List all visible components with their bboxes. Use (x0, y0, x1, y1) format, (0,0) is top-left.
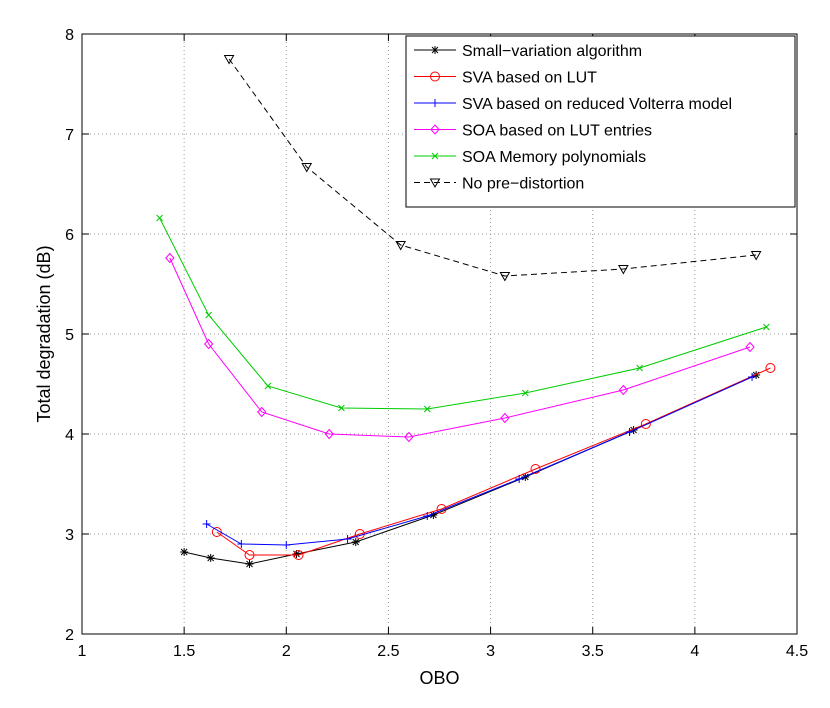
x-axis-title: OBO (419, 668, 459, 688)
data-point (395, 241, 407, 251)
data-point (264, 382, 272, 390)
series-1 (211, 363, 776, 560)
data-point (515, 475, 524, 483)
data-point (205, 311, 213, 319)
x-tick-label: 3 (486, 643, 495, 660)
legend-entry: SVA based on LUT (414, 70, 597, 87)
data-point (338, 404, 345, 412)
series-2 (202, 373, 757, 549)
data-point (636, 364, 644, 372)
legend-marker (431, 152, 439, 160)
y-axis-title: Total degradation (dB) (34, 245, 54, 422)
data-point (618, 384, 629, 396)
legend-label: SOA Memory polynomials (462, 149, 646, 166)
legend-marker (430, 71, 440, 82)
data-point (750, 251, 762, 261)
y-tick-label: 7 (65, 127, 74, 144)
series-line (206, 376, 753, 546)
series-line (159, 217, 767, 410)
legend-entry: No pre−distortion (414, 176, 584, 193)
data-point (257, 406, 267, 418)
series-line (228, 58, 757, 277)
data-point (206, 554, 215, 562)
data-point (423, 512, 432, 520)
data-point (165, 252, 175, 264)
x-tick-label: 4 (690, 643, 699, 660)
data-point (530, 464, 541, 474)
data-point (343, 535, 352, 543)
data-point (237, 540, 246, 548)
series-5 (223, 55, 762, 282)
y-tick-label: 2 (65, 627, 74, 644)
data-point (301, 163, 313, 173)
legend-entry: SVA based on reduced Volterra model (414, 96, 732, 113)
data-point (763, 323, 770, 331)
x-tick-label: 3.5 (582, 643, 604, 660)
x-tick-label: 1.5 (173, 643, 195, 660)
data-point (202, 520, 211, 528)
legend-label: SVA based on reduced Volterra model (462, 96, 732, 113)
data-point (500, 412, 510, 424)
data-point (404, 431, 414, 443)
y-tick-label: 6 (65, 227, 74, 244)
series-3 (165, 252, 755, 443)
legend-entry: SOA Memory polynomials (414, 149, 646, 166)
data-point (423, 405, 431, 413)
x-tick-label: 2 (282, 643, 291, 660)
x-tick-label: 1 (78, 643, 87, 660)
legend-box (405, 35, 796, 208)
y-tick-label: 5 (65, 327, 74, 344)
data-point (324, 428, 334, 440)
data-point (618, 265, 629, 275)
series-line (184, 374, 757, 565)
data-point (244, 550, 255, 560)
data-point (748, 373, 757, 381)
data-point (203, 338, 214, 350)
data-point (640, 419, 651, 429)
data-point (436, 504, 447, 514)
x-tick-label: 2.5 (377, 643, 399, 660)
legend-entry: SOA based on LUT entries (414, 123, 652, 140)
data-point (293, 550, 304, 560)
data-point (245, 560, 254, 568)
data-point (223, 55, 235, 65)
legend-marker (431, 46, 439, 54)
data-point (351, 538, 360, 546)
data-point (282, 541, 291, 549)
data-point (625, 428, 634, 436)
y-tick-label: 3 (65, 527, 74, 544)
axis-ticks: 1 1.5 2 2.5 3 3.5 4 4.5 2 3 4 5 6 7 8 (65, 27, 808, 660)
legend-label: No pre−distortion (462, 176, 584, 193)
data-point (521, 389, 529, 397)
series-line (169, 257, 751, 438)
y-tick-label: 4 (65, 427, 74, 444)
data-point (499, 272, 511, 282)
legend-marker (431, 99, 439, 107)
series-group (156, 55, 776, 568)
y-tick-label: 8 (65, 27, 74, 44)
series-4 (156, 214, 770, 413)
legend-entry: Small−variation algorithm (414, 43, 642, 60)
legend-marker (430, 124, 440, 135)
legend-marker (429, 178, 441, 189)
data-point (765, 363, 776, 373)
legend: Small−variation algorithm SVA based on LU… (405, 35, 796, 208)
legend-label: SOA based on LUT entries (462, 123, 652, 140)
legend-label: SVA based on LUT (462, 70, 597, 87)
x-tick-label: 4.5 (786, 643, 808, 660)
legend-label: Small−variation algorithm (462, 43, 642, 60)
series-0 (180, 371, 761, 568)
data-point (745, 341, 755, 353)
data-point (180, 548, 189, 556)
data-point (156, 214, 163, 222)
data-point (752, 371, 761, 379)
